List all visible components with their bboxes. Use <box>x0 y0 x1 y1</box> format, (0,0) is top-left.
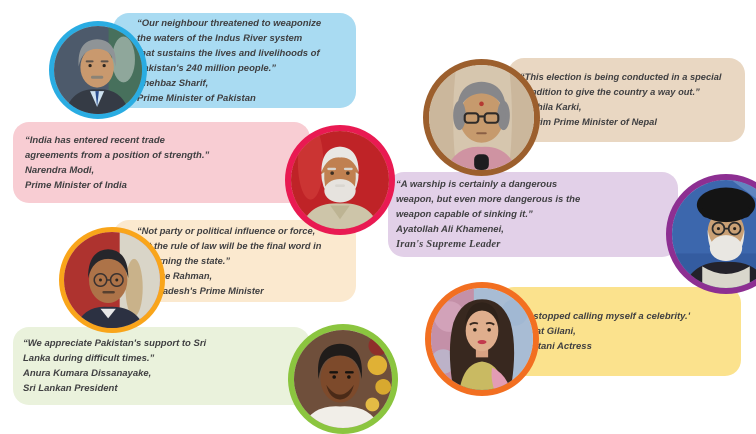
person-title: Prime Minister of Pakistan <box>137 92 256 104</box>
quote-bubble-sushila-karki: “This election is being conducted in a s… <box>508 58 745 142</box>
portrait-narendra-modi <box>285 125 395 235</box>
quote-text: “Our neighbour threatened to weaponize t… <box>137 17 322 74</box>
quote-text: “This election is being conducted in a s… <box>520 72 722 97</box>
quote-bubble-narendra-modi: “India has entered recent trade agreemen… <box>13 122 310 203</box>
portrait-sarwat-gilani <box>425 282 539 396</box>
quote-text: 'I've stopped calling myself a celebrity… <box>513 311 690 322</box>
quotes-infographic-page: { "page": { "background": "#ffffff", "te… <box>13 13 756 434</box>
quote-text: “India has entered recent trade agreemen… <box>25 134 210 161</box>
person-name: Anura Kumara Dissanayake, <box>23 368 152 379</box>
portrait-anura-kumara-dissanayake <box>288 324 398 434</box>
person-name: Shehbaz Sharif, <box>137 77 209 89</box>
person-name: Narendra Modi, <box>25 164 95 176</box>
person-name: Sushila Karki, <box>520 102 582 112</box>
quote-bubble-shehbaz-sharif: “Our neighbour threatened to weaponize t… <box>113 13 356 108</box>
person-title: Pakistani Actress <box>513 341 592 352</box>
person-title: Bangladesh's Prime Minister <box>137 285 264 296</box>
quote-bubble-ayatollah-ali-khamenei: “A warship is certainly a dangerous weap… <box>388 172 678 257</box>
portrait-tarique-rahman <box>59 227 165 333</box>
quote-text: “A warship is certainly a dangerous weap… <box>396 179 581 220</box>
person-name: Tarique Rahman, <box>137 270 213 281</box>
person-title: Sri Lankan President <box>23 383 118 394</box>
person-title: Prime Minister of India <box>25 179 127 191</box>
portrait-ayatollah-ali-khamenei <box>666 174 756 294</box>
quote-bubble-anura-kumara-dissanayake: “We appreciate Pakistan's support to Sri… <box>13 327 310 405</box>
person-name: Ayatollah Ali Khamenei, <box>396 224 504 235</box>
portrait-shehbaz-sharif <box>49 21 147 119</box>
person-title: Interim Prime Minister of Nepal <box>520 117 657 127</box>
quote-text: “We appreciate Pakistan's support to Sri… <box>23 338 207 364</box>
person-name: Sarwat Gilani, <box>513 326 576 337</box>
person-title: Iran's Supreme Leader <box>396 239 501 250</box>
portrait-sushila-karki <box>423 59 540 176</box>
